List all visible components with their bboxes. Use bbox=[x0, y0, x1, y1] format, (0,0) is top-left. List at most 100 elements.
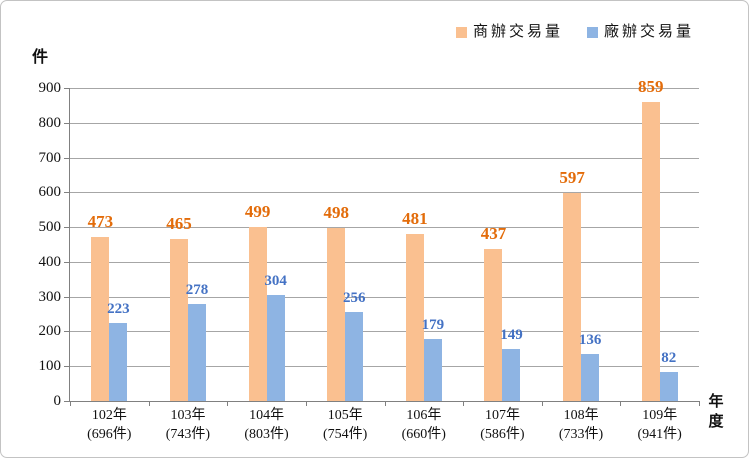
x-category-label-2: 104年 (803件) bbox=[222, 406, 312, 444]
x-category-year: 104年 bbox=[249, 408, 285, 423]
x-category-label-3: 105年 (754件) bbox=[300, 406, 390, 444]
value-label-series-1-cat-3: 256 bbox=[342, 289, 366, 306]
y-axis-title: 件 bbox=[32, 49, 49, 66]
x-category-label-5: 107年 (586件) bbox=[457, 406, 547, 444]
bar-series-0-cat-6 bbox=[563, 193, 582, 401]
x-category-label-1: 103年 (743件) bbox=[143, 406, 233, 444]
x-category-year: 105年 bbox=[327, 408, 363, 423]
value-label-series-1-cat-1: 278 bbox=[185, 282, 209, 299]
y-axis-line bbox=[69, 88, 70, 402]
x-axis-tick bbox=[384, 401, 386, 406]
x-axis-tick bbox=[70, 401, 71, 406]
value-label-series-0-cat-2: 499 bbox=[244, 202, 271, 222]
x-category-label-7: 109年 (941件) bbox=[615, 406, 705, 444]
value-label-series-0-cat-5: 437 bbox=[480, 224, 507, 244]
y-axis-tick bbox=[64, 261, 70, 263]
gridline-200 bbox=[70, 331, 699, 333]
y-tick-label: 400 bbox=[38, 253, 62, 270]
x-category-label-0: 102年 (696件) bbox=[64, 406, 154, 444]
y-axis-tick bbox=[64, 401, 70, 402]
gridline-600 bbox=[70, 192, 699, 194]
value-label-series-0-cat-7: 859 bbox=[637, 77, 664, 97]
x-category-year: 108年 bbox=[563, 408, 599, 423]
x-category-label-4: 106年 (660件) bbox=[379, 406, 469, 444]
plot-area bbox=[70, 88, 699, 401]
x-axis-line bbox=[64, 401, 700, 402]
value-label-series-1-cat-6: 136 bbox=[578, 331, 602, 348]
gridline-100 bbox=[70, 366, 699, 368]
value-label-series-0-cat-3: 498 bbox=[323, 202, 349, 222]
x-axis-tick bbox=[699, 401, 700, 406]
x-category-count: (733件) bbox=[558, 427, 604, 442]
x-category-year: 102年 bbox=[91, 408, 127, 423]
bar-series-1-cat-6 bbox=[581, 353, 600, 401]
y-axis-tick bbox=[64, 331, 70, 333]
x-category-count: (803件) bbox=[244, 427, 289, 442]
bar-series-0-cat-5 bbox=[484, 249, 503, 401]
bar-series-0-cat-2 bbox=[248, 227, 267, 401]
bar-series-1-cat-0 bbox=[109, 323, 128, 401]
gridline-400 bbox=[70, 261, 699, 263]
y-axis-tick bbox=[64, 366, 70, 368]
gridline-300 bbox=[70, 296, 699, 298]
bar-series-1-cat-1 bbox=[187, 304, 206, 401]
value-label-series-0-cat-1: 465 bbox=[166, 214, 192, 234]
y-tick-label: 200 bbox=[38, 323, 62, 340]
legend-item-series-0: 商辦交易量 bbox=[456, 25, 563, 40]
x-category-count: (696件) bbox=[87, 427, 132, 442]
x-category-count: (754件) bbox=[323, 427, 368, 442]
value-label-series-0-cat-4: 481 bbox=[402, 208, 428, 228]
x-category-count: (743件) bbox=[165, 427, 211, 442]
x-category-count: (941件) bbox=[637, 427, 682, 442]
gridline-900 bbox=[70, 88, 699, 89]
x-category-count: (660件) bbox=[401, 427, 446, 442]
value-label-series-1-cat-4: 179 bbox=[421, 316, 445, 333]
y-axis-tick bbox=[64, 122, 70, 124]
x-category-year: 106年 bbox=[406, 408, 442, 423]
y-tick-label: 300 bbox=[38, 288, 62, 305]
x-category-count: (586件) bbox=[480, 427, 525, 442]
value-label-series-1-cat-0: 223 bbox=[107, 301, 130, 318]
x-axis-tick bbox=[148, 401, 150, 406]
bar-series-0-cat-7 bbox=[641, 102, 660, 401]
y-tick-label: 100 bbox=[38, 358, 62, 375]
gridline-800 bbox=[70, 122, 699, 124]
value-label-series-1-cat-2: 304 bbox=[264, 273, 287, 290]
value-label-series-0-cat-0: 473 bbox=[87, 211, 114, 231]
bar-series-1-cat-3 bbox=[345, 311, 364, 401]
y-tick-label: 500 bbox=[38, 219, 62, 236]
x-axis-title: 年度 bbox=[708, 394, 724, 430]
legend-item-series-1: 廠辦交易量 bbox=[587, 25, 694, 40]
legend-label: 廠辦交易量 bbox=[604, 24, 695, 40]
bar-series-1-cat-2 bbox=[266, 295, 285, 401]
value-label-series-0-cat-6: 597 bbox=[559, 168, 585, 188]
bar-series-0-cat-1 bbox=[169, 239, 188, 401]
y-axis-tick bbox=[64, 296, 70, 298]
y-tick-label: 0 bbox=[53, 393, 62, 409]
y-axis-tick bbox=[64, 227, 70, 229]
gridline-700 bbox=[70, 157, 699, 159]
legend: 商辦交易量 廠辦交易量 bbox=[456, 25, 694, 40]
x-axis-tick bbox=[305, 401, 307, 406]
y-axis-tick bbox=[64, 192, 70, 194]
y-axis-tick bbox=[64, 157, 70, 159]
y-tick-label: 800 bbox=[38, 114, 62, 131]
y-tick-label: 600 bbox=[38, 184, 62, 201]
x-axis-tick bbox=[541, 401, 543, 406]
x-axis-tick bbox=[463, 401, 465, 406]
legend-label: 商辦交易量 bbox=[473, 24, 564, 40]
bar-series-0-cat-4 bbox=[405, 233, 424, 401]
x-axis-tick bbox=[620, 401, 622, 406]
x-category-year: 107年 bbox=[484, 408, 520, 423]
x-category-year: 109年 bbox=[642, 408, 678, 423]
legend-swatch-icon bbox=[456, 27, 467, 38]
bar-series-1-cat-4 bbox=[423, 338, 442, 401]
bar-series-1-cat-5 bbox=[502, 349, 521, 401]
gridline-500 bbox=[70, 227, 699, 229]
bar-series-1-cat-7 bbox=[659, 372, 678, 401]
y-axis-tick bbox=[64, 88, 70, 89]
bar-series-0-cat-3 bbox=[327, 227, 346, 401]
y-tick-label: 900 bbox=[38, 80, 62, 96]
y-tick-label: 700 bbox=[38, 149, 62, 166]
